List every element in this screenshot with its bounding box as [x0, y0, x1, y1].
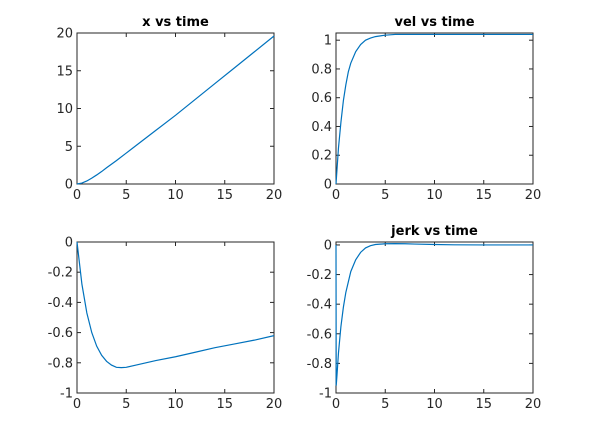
y-tick-label: 0.6: [311, 91, 332, 106]
y-tick-label: 0: [324, 238, 332, 253]
x-tick-label: 20: [525, 188, 542, 203]
x-tick-label: 10: [426, 397, 443, 412]
x-tick-label: 5: [122, 397, 130, 412]
subplot-title: vel vs time: [394, 15, 474, 30]
y-tick-label: 0: [324, 178, 332, 193]
x-tick-label: 0: [73, 188, 81, 203]
x-tick-label: 20: [266, 397, 283, 412]
y-tick-label: -0.2: [307, 268, 332, 283]
y-tick-label: -1: [60, 387, 73, 402]
y-tick-label: -1: [319, 387, 332, 402]
x-tick-label: 20: [266, 188, 283, 203]
subplot-1: 0 5 10 15 20 0 5 10 15 20 x vs time: [56, 15, 282, 203]
y-tick-label: 0.8: [311, 62, 332, 77]
y-tick-label: 15: [56, 64, 73, 79]
x-tick-label: 10: [426, 188, 443, 203]
series-line: [76, 35, 275, 185]
y-tick-label: -0.2: [48, 266, 73, 281]
y-tick-label: -0.8: [48, 356, 73, 371]
x-tick-label: 5: [122, 188, 130, 203]
axes-box: [335, 32, 534, 185]
x-tick-label: 5: [381, 397, 389, 412]
subplot-3: 0 5 10 15 20 -1 -0.8 -0.6 -0.4 -0.2 0: [48, 236, 283, 413]
axes-box: [76, 32, 275, 185]
x-tick-label: 15: [475, 188, 492, 203]
x-tick-label: 10: [167, 188, 184, 203]
y-tick-label: 0: [65, 236, 73, 251]
series-line: [76, 241, 275, 369]
x-tick-label: 15: [475, 397, 492, 412]
y-tick-label: 0.4: [311, 120, 332, 135]
y-tick-label: 1: [324, 34, 332, 49]
y-tick-label: -0.4: [307, 298, 332, 313]
y-tick-label: -0.4: [48, 296, 73, 311]
series-line: [335, 33, 533, 185]
subplot-title: jerk vs time: [390, 224, 478, 239]
x-tick-label: 0: [332, 188, 340, 203]
x-tick-label: 15: [216, 397, 233, 412]
y-tick-label: -0.6: [307, 327, 332, 342]
y-tick-label: 10: [56, 102, 73, 117]
y-tick-label: -0.8: [307, 357, 332, 372]
axes-box: [335, 241, 534, 394]
x-tick-label: 5: [381, 188, 389, 203]
y-tick-label: 20: [56, 27, 73, 42]
y-tick-label: 0: [65, 178, 73, 193]
x-tick-label: 0: [332, 397, 340, 412]
subplot-2: 0 5 10 15 20 0 0.2 0.4 0.6 0.8 1 vel vs time: [311, 15, 541, 203]
y-tick-label: 0.2: [311, 149, 332, 164]
x-tick-label: 20: [525, 397, 542, 412]
x-tick-label: 0: [73, 397, 81, 412]
subplot-4: 0 5 10 15 20 -1 -0.8 -0.6 -0.4 -0.2 0 jerk vs time: [307, 224, 542, 412]
x-tick-label: 15: [216, 188, 233, 203]
subplot-title: x vs time: [142, 15, 209, 30]
y-tick-label: -0.6: [48, 326, 73, 341]
y-tick-label: 5: [65, 140, 73, 155]
x-tick-label: 10: [167, 397, 184, 412]
series-line: [335, 243, 533, 386]
axes-box: [76, 241, 275, 394]
